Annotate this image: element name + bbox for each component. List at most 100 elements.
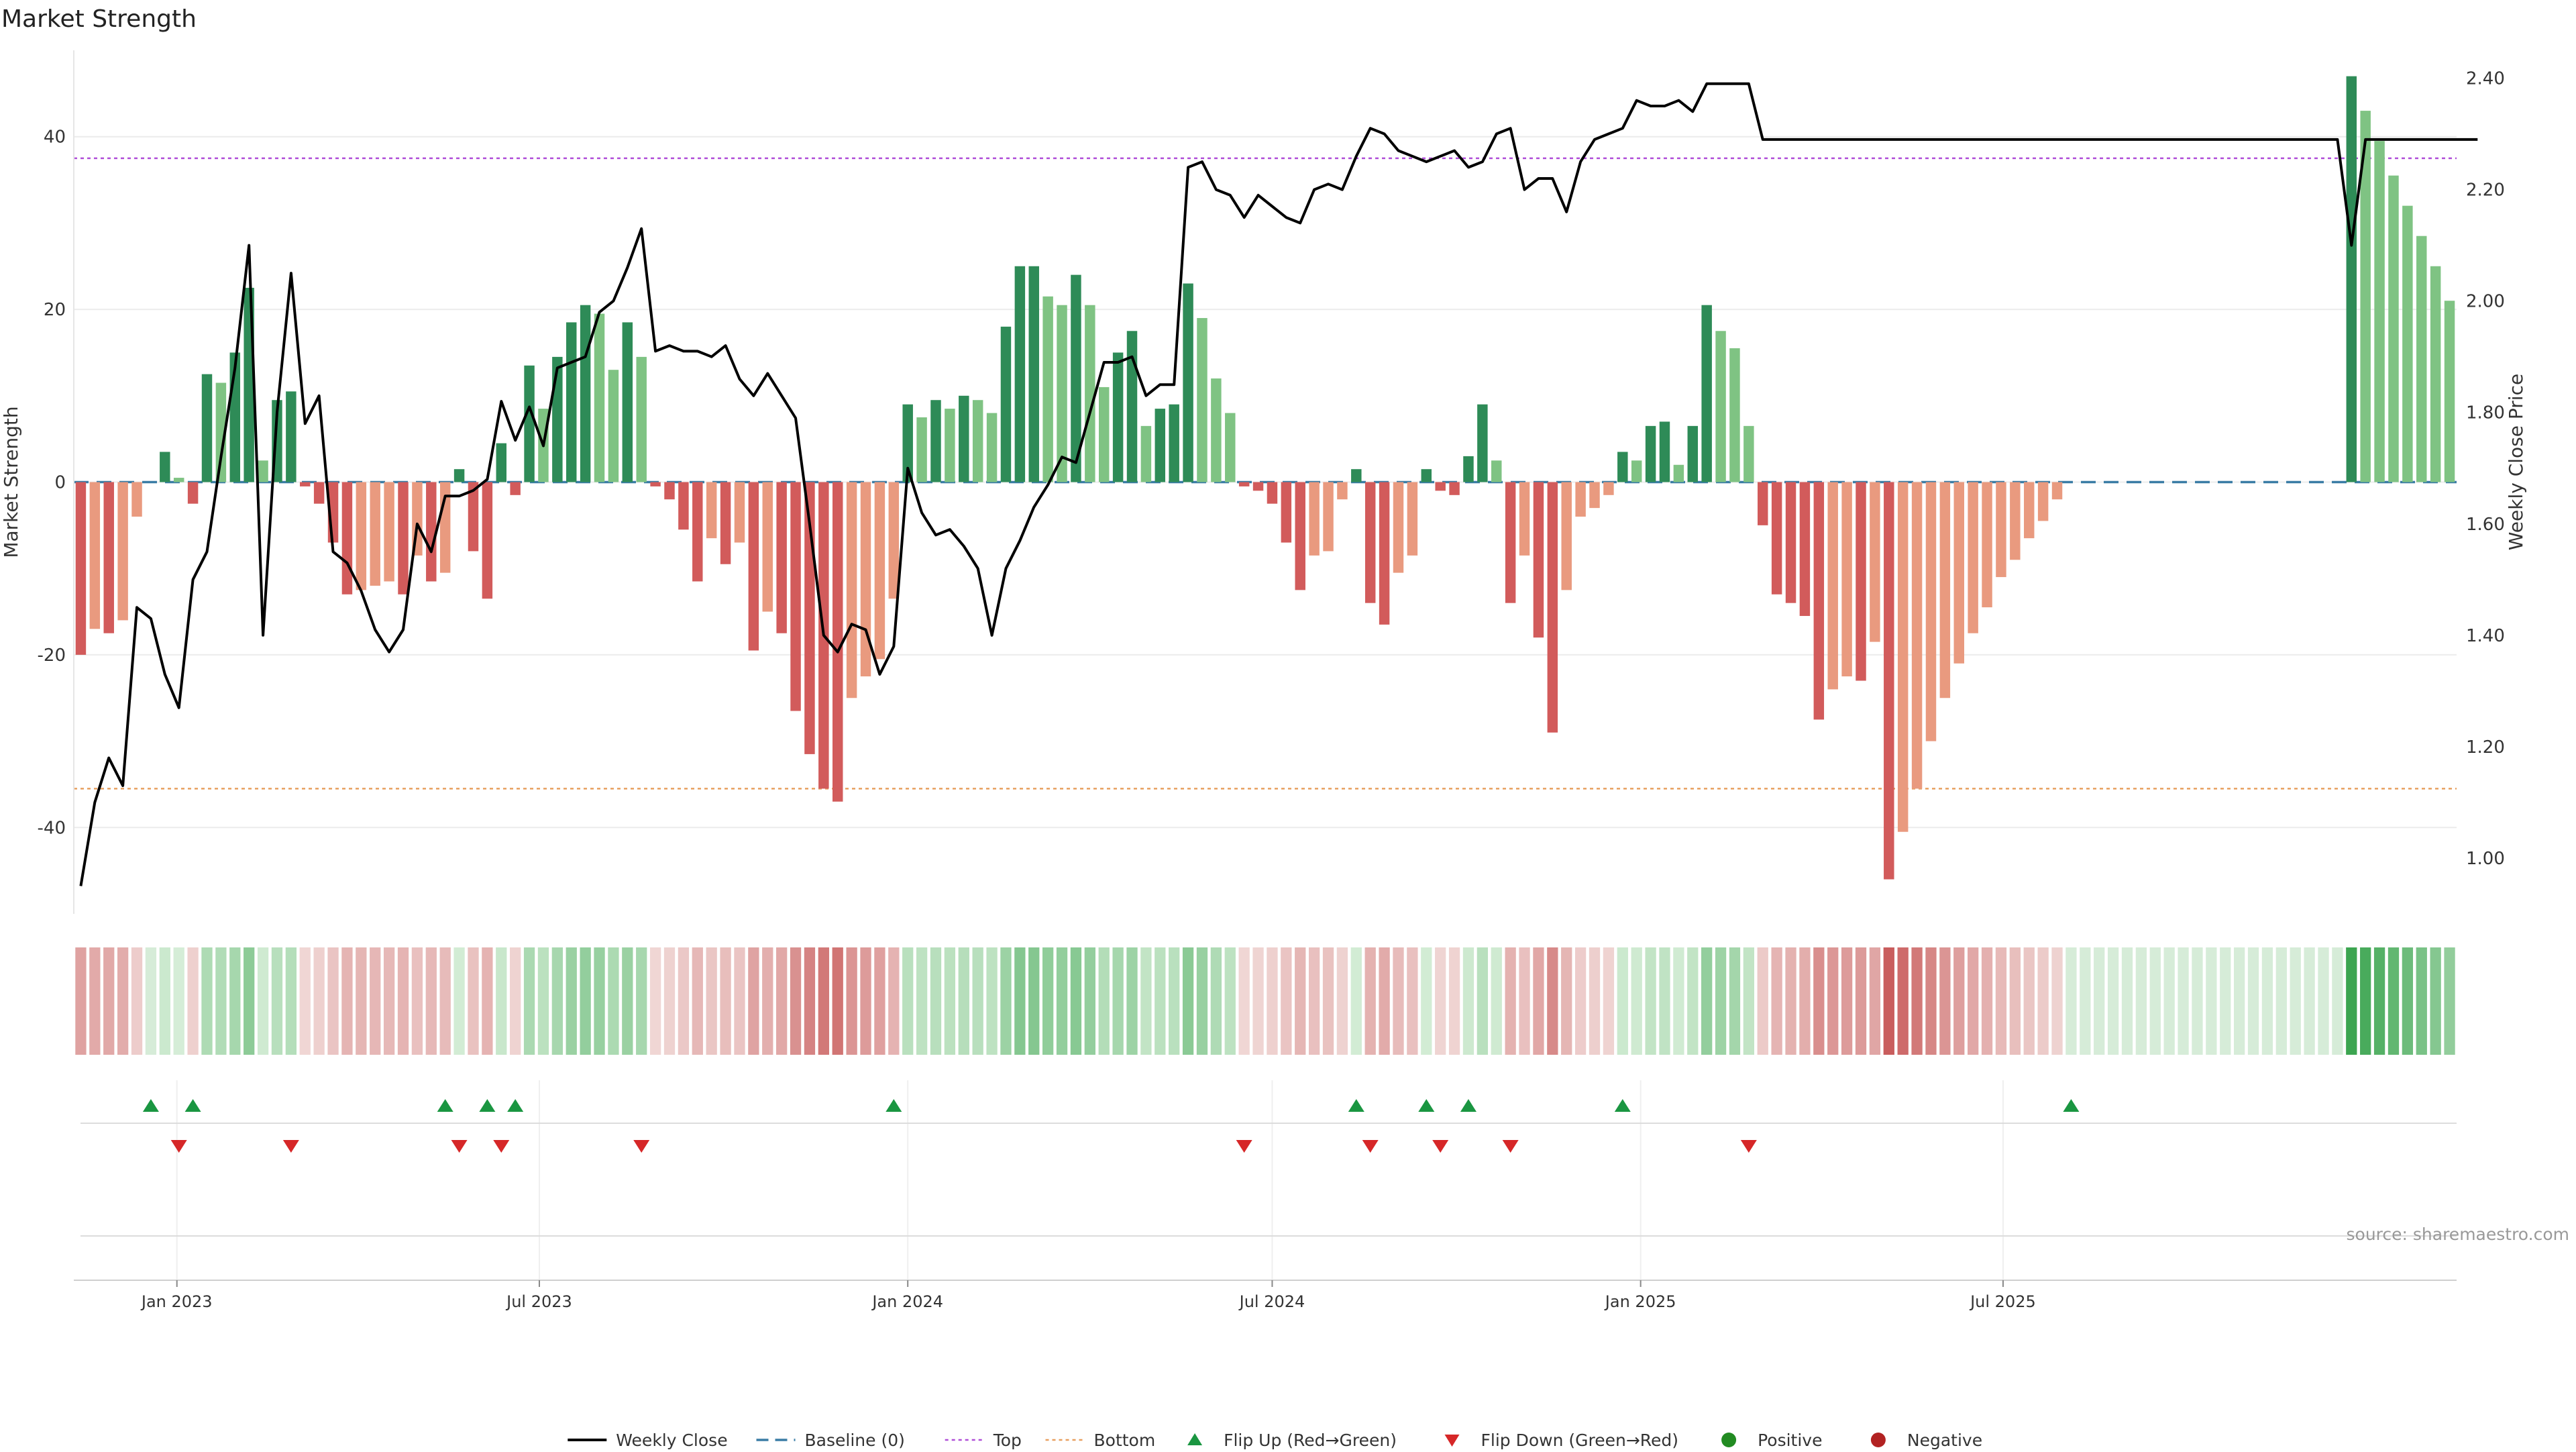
legend-item: Bottom xyxy=(1045,1431,1155,1450)
strength-bar xyxy=(1799,482,1811,616)
heatmap-cell xyxy=(818,947,829,1055)
strength-bar xyxy=(1000,326,1012,482)
heatmap-cell xyxy=(1042,947,1054,1055)
strength-bar xyxy=(1028,266,1039,482)
heatmap-cell xyxy=(649,947,661,1055)
heatmap-cell xyxy=(706,947,717,1055)
heatmap-cell xyxy=(1687,947,1699,1055)
heatmap-cell xyxy=(159,947,170,1055)
flip-down-marker xyxy=(1432,1140,1449,1153)
strength-bar xyxy=(1813,482,1825,720)
heatmap-cell xyxy=(2387,947,2400,1055)
heatmap-cell xyxy=(1252,947,1264,1055)
heatmap-cell xyxy=(2247,947,2259,1055)
heatmap-cell xyxy=(173,947,184,1055)
flip-up-marker xyxy=(184,1099,201,1112)
strength-bar xyxy=(1884,482,1894,880)
flip-down-marker xyxy=(451,1140,468,1153)
heatmap-cell xyxy=(1547,947,1558,1055)
strength-bar xyxy=(1169,404,1179,482)
strength-bar xyxy=(650,482,661,486)
flip-down-marker xyxy=(1236,1140,1252,1153)
heatmap-cell xyxy=(1533,947,1544,1055)
flip-up-marker xyxy=(1418,1099,1435,1112)
heatmap-cell xyxy=(1827,947,1839,1055)
strength-bar xyxy=(1911,482,1923,789)
strength-bar xyxy=(1140,425,1152,482)
strength-bar xyxy=(1183,283,1193,482)
heatmap-cell xyxy=(692,947,703,1055)
strength-bar xyxy=(1673,464,1684,482)
heatmap-cell xyxy=(1070,947,1082,1055)
heatmap-cell xyxy=(2107,947,2119,1055)
heatmap-cell xyxy=(341,947,353,1055)
flip-down-marker xyxy=(170,1140,187,1153)
heatmap-cell xyxy=(411,947,423,1055)
flip-markers-panel xyxy=(74,1080,2457,1281)
y2-tick-label: 1.00 xyxy=(2466,849,2505,869)
heatmap-cell xyxy=(89,947,101,1055)
heatmap-cell xyxy=(439,947,451,1055)
strength-bar xyxy=(1323,482,1334,552)
flip-down-marker xyxy=(1362,1140,1379,1153)
legend-swatch xyxy=(1721,1433,1737,1447)
heatmap-cell xyxy=(1336,947,1348,1055)
heatmap-cell xyxy=(257,947,269,1055)
strength-bar xyxy=(1771,482,1782,594)
heatmap-cell xyxy=(1014,947,1026,1055)
heatmap-cell xyxy=(1421,947,1432,1055)
heatmap-cell xyxy=(2206,947,2217,1055)
strength-bar xyxy=(552,356,563,482)
x-tick-label: Jul 2024 xyxy=(1238,1292,1305,1311)
heatmap-cell xyxy=(1295,947,1306,1055)
strength-bar xyxy=(258,460,268,482)
strength-bar xyxy=(1197,317,1208,482)
strength-bar xyxy=(1112,352,1124,482)
heatmap-cell xyxy=(2290,947,2301,1055)
heatmap-cell xyxy=(1519,947,1530,1055)
strength-bar xyxy=(1085,305,1095,482)
heatmap-cell xyxy=(103,947,115,1055)
strength-bar xyxy=(1715,331,1726,482)
legend-label: Top xyxy=(993,1431,1022,1449)
strength-bar xyxy=(608,370,619,482)
strength-bar xyxy=(1561,482,1572,590)
strength-bar xyxy=(748,482,759,651)
heatmap-cell xyxy=(622,947,633,1055)
heatmap-cell xyxy=(2121,947,2133,1055)
flip-up-marker xyxy=(1348,1099,1364,1112)
heatmap-cell xyxy=(1322,947,1334,1055)
strength-bar xyxy=(1841,482,1852,677)
heatmap-cell xyxy=(608,947,619,1055)
y2-tick-label: 2.40 xyxy=(2466,69,2505,89)
strength-bar xyxy=(1071,274,1081,482)
weekly-close-line xyxy=(79,82,2478,886)
heatmap-cell xyxy=(313,947,325,1055)
flip-down-marker xyxy=(493,1140,510,1153)
heatmap-cell xyxy=(2065,947,2077,1055)
heatmap-cell xyxy=(874,947,885,1055)
heatmap-cell xyxy=(1112,947,1124,1055)
strength-bar xyxy=(1785,482,1796,603)
heatmap-cell xyxy=(1448,947,1460,1055)
y-axis-label: Market Strength xyxy=(0,406,22,558)
heatmap-cell xyxy=(1589,947,1601,1055)
heatmap-cell xyxy=(1155,947,1166,1055)
heatmap-cell xyxy=(299,947,311,1055)
flip-down-marker xyxy=(282,1140,299,1153)
strength-bar xyxy=(1743,425,1754,482)
legend-item: Negative xyxy=(1870,1431,1982,1450)
strength-bar xyxy=(2037,482,2049,521)
heatmap-cell xyxy=(916,947,928,1055)
heatmap-cell xyxy=(229,947,241,1055)
heatmap-cell xyxy=(1028,947,1040,1055)
strength-bar xyxy=(580,305,591,482)
strength-bar xyxy=(1925,482,1937,741)
heatmap-cell xyxy=(1939,947,1951,1055)
strength-bar xyxy=(1042,296,1053,482)
strength-bar xyxy=(1533,482,1544,638)
heatmap-cell xyxy=(1364,947,1376,1055)
strength-bar xyxy=(496,443,507,482)
heatmap-cell xyxy=(2220,947,2231,1055)
